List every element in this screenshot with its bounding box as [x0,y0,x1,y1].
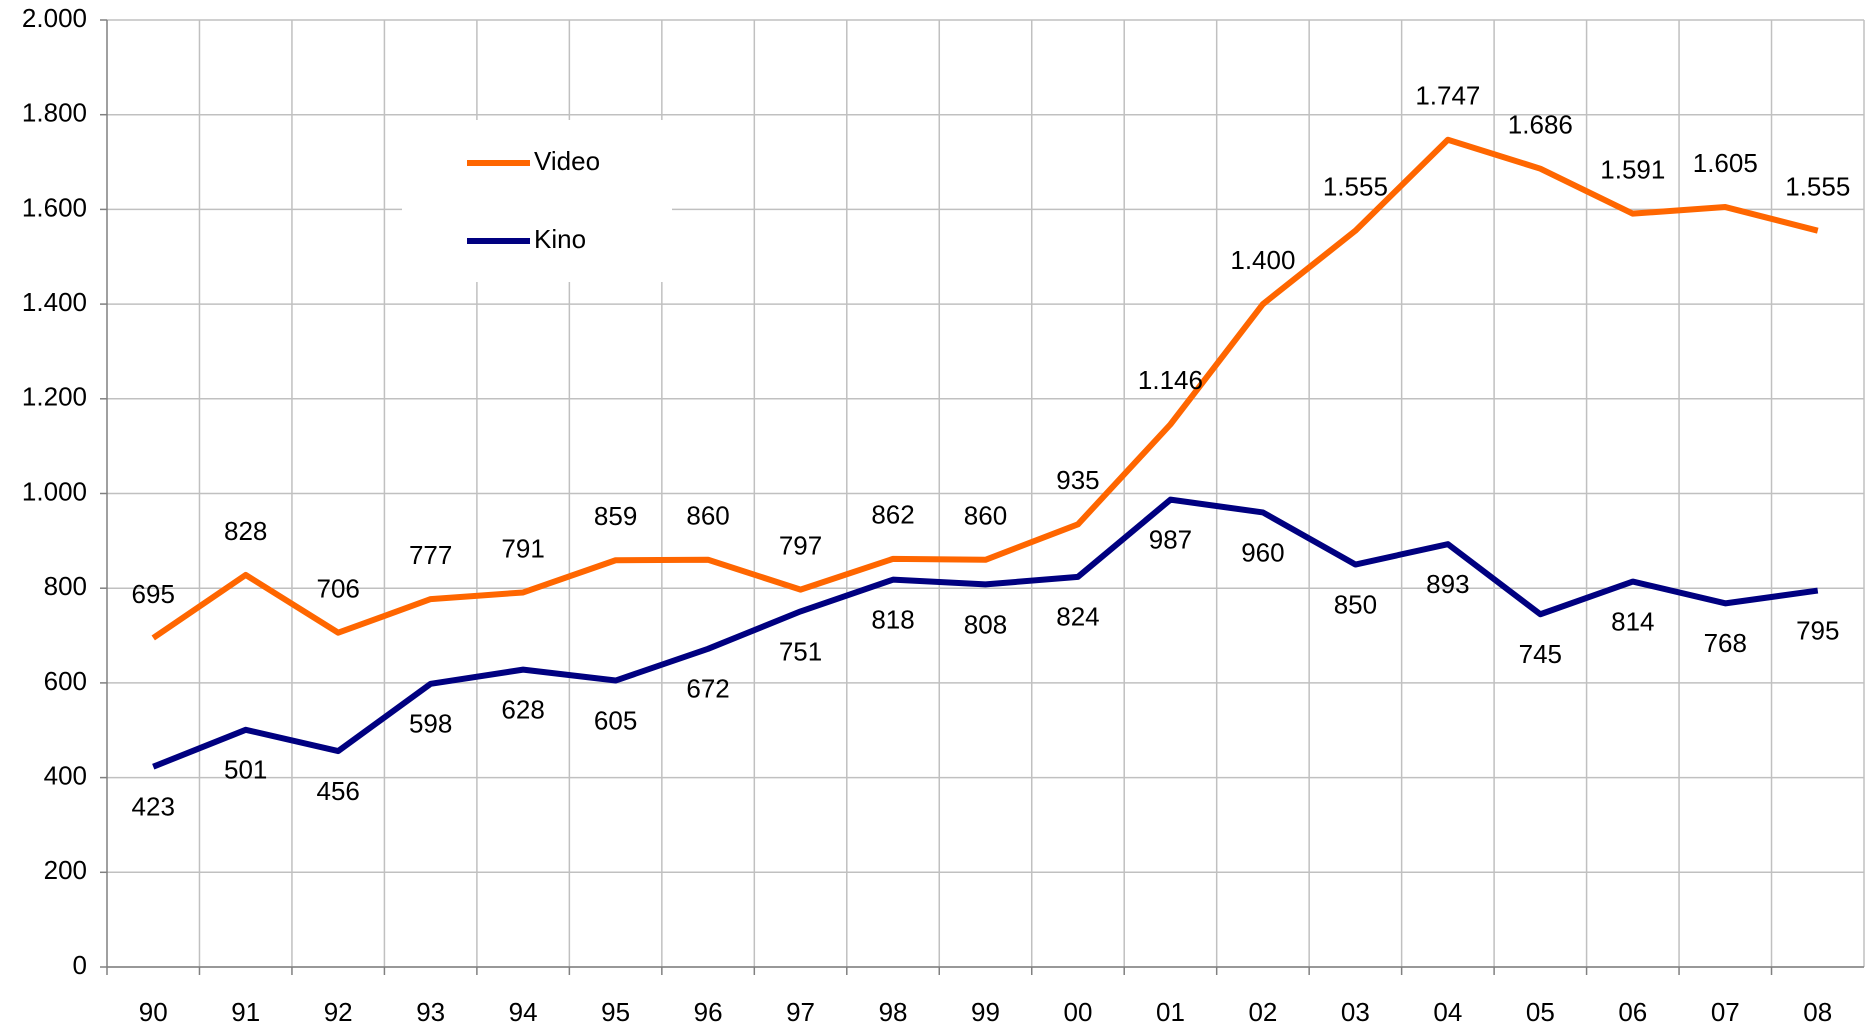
y-tick-label: 1.200 [22,382,87,412]
data-label: 628 [501,695,544,725]
x-tick-label: 01 [1156,997,1185,1027]
data-label: 706 [316,574,359,604]
data-label: 598 [409,709,452,739]
data-label: 501 [224,755,267,785]
data-label: 777 [409,540,452,570]
y-tick-label: 1.800 [22,98,87,128]
data-label: 751 [779,636,822,666]
y-tick-label: 200 [44,855,87,885]
x-tick-label: 95 [601,997,630,1027]
y-tick-label: 1.400 [22,287,87,317]
data-label: 814 [1611,606,1654,636]
data-label: 818 [871,605,914,635]
y-tick-label: 2.000 [22,3,87,33]
data-label: 862 [871,500,914,530]
y-tick-label: 600 [44,666,87,696]
x-tick-label: 06 [1618,997,1647,1027]
x-tick-label: 98 [879,997,908,1027]
data-label: 960 [1241,537,1284,567]
y-tick-label: 400 [44,760,87,790]
x-tick-label: 03 [1341,997,1370,1027]
data-label: 987 [1149,525,1192,555]
data-label: 456 [316,776,359,806]
data-label: 605 [594,705,637,735]
x-tick-label: 00 [1064,997,1093,1027]
data-label: 695 [132,579,175,609]
x-tick-label: 97 [786,997,815,1027]
data-label: 1.605 [1693,148,1758,178]
data-label: 935 [1056,465,1099,495]
series-line [151,136,1819,641]
x-tick-label: 07 [1711,997,1740,1027]
data-label: 893 [1426,569,1469,599]
data-label: 795 [1796,615,1839,645]
y-tick-label: 1.600 [22,192,87,222]
y-tick-label: 0 [73,950,87,980]
data-label: 824 [1056,602,1099,632]
legend-box [402,120,672,282]
data-label: 1.686 [1508,110,1573,140]
data-label: 860 [964,501,1007,531]
data-label: 1.555 [1785,172,1850,202]
x-tick-label: 93 [416,997,445,1027]
data-label: 1.555 [1323,172,1388,202]
y-tick-label: 1.000 [22,476,87,506]
data-label: 423 [132,792,175,822]
x-tick-label: 05 [1526,997,1555,1027]
x-tick-label: 90 [139,997,168,1027]
series-line [152,496,1819,770]
data-label: 859 [594,501,637,531]
data-label: 860 [686,501,729,531]
data-label: 1.747 [1415,81,1480,111]
data-label: 1.146 [1138,365,1203,395]
x-tick-label: 08 [1803,997,1832,1027]
y-tick-label: 800 [44,571,87,601]
data-label: 791 [501,533,544,563]
data-label: 1.591 [1600,155,1665,185]
x-tick-label: 99 [971,997,1000,1027]
legend-label: Kino [534,224,586,254]
x-tick-label: 94 [509,997,538,1027]
x-tick-label: 96 [694,997,723,1027]
data-label: 1.400 [1230,245,1295,275]
x-tick-label: 91 [231,997,260,1027]
x-tick-label: 92 [324,997,353,1027]
x-tick-label: 02 [1248,997,1277,1027]
data-label: 768 [1704,628,1747,658]
data-label: 797 [779,530,822,560]
data-label: 745 [1519,639,1562,669]
data-label: 672 [686,674,729,704]
data-label: 808 [964,609,1007,639]
x-tick-label: 04 [1433,997,1462,1027]
legend-label: Video [534,146,600,176]
data-label: 828 [224,516,267,546]
data-label: 850 [1334,589,1377,619]
